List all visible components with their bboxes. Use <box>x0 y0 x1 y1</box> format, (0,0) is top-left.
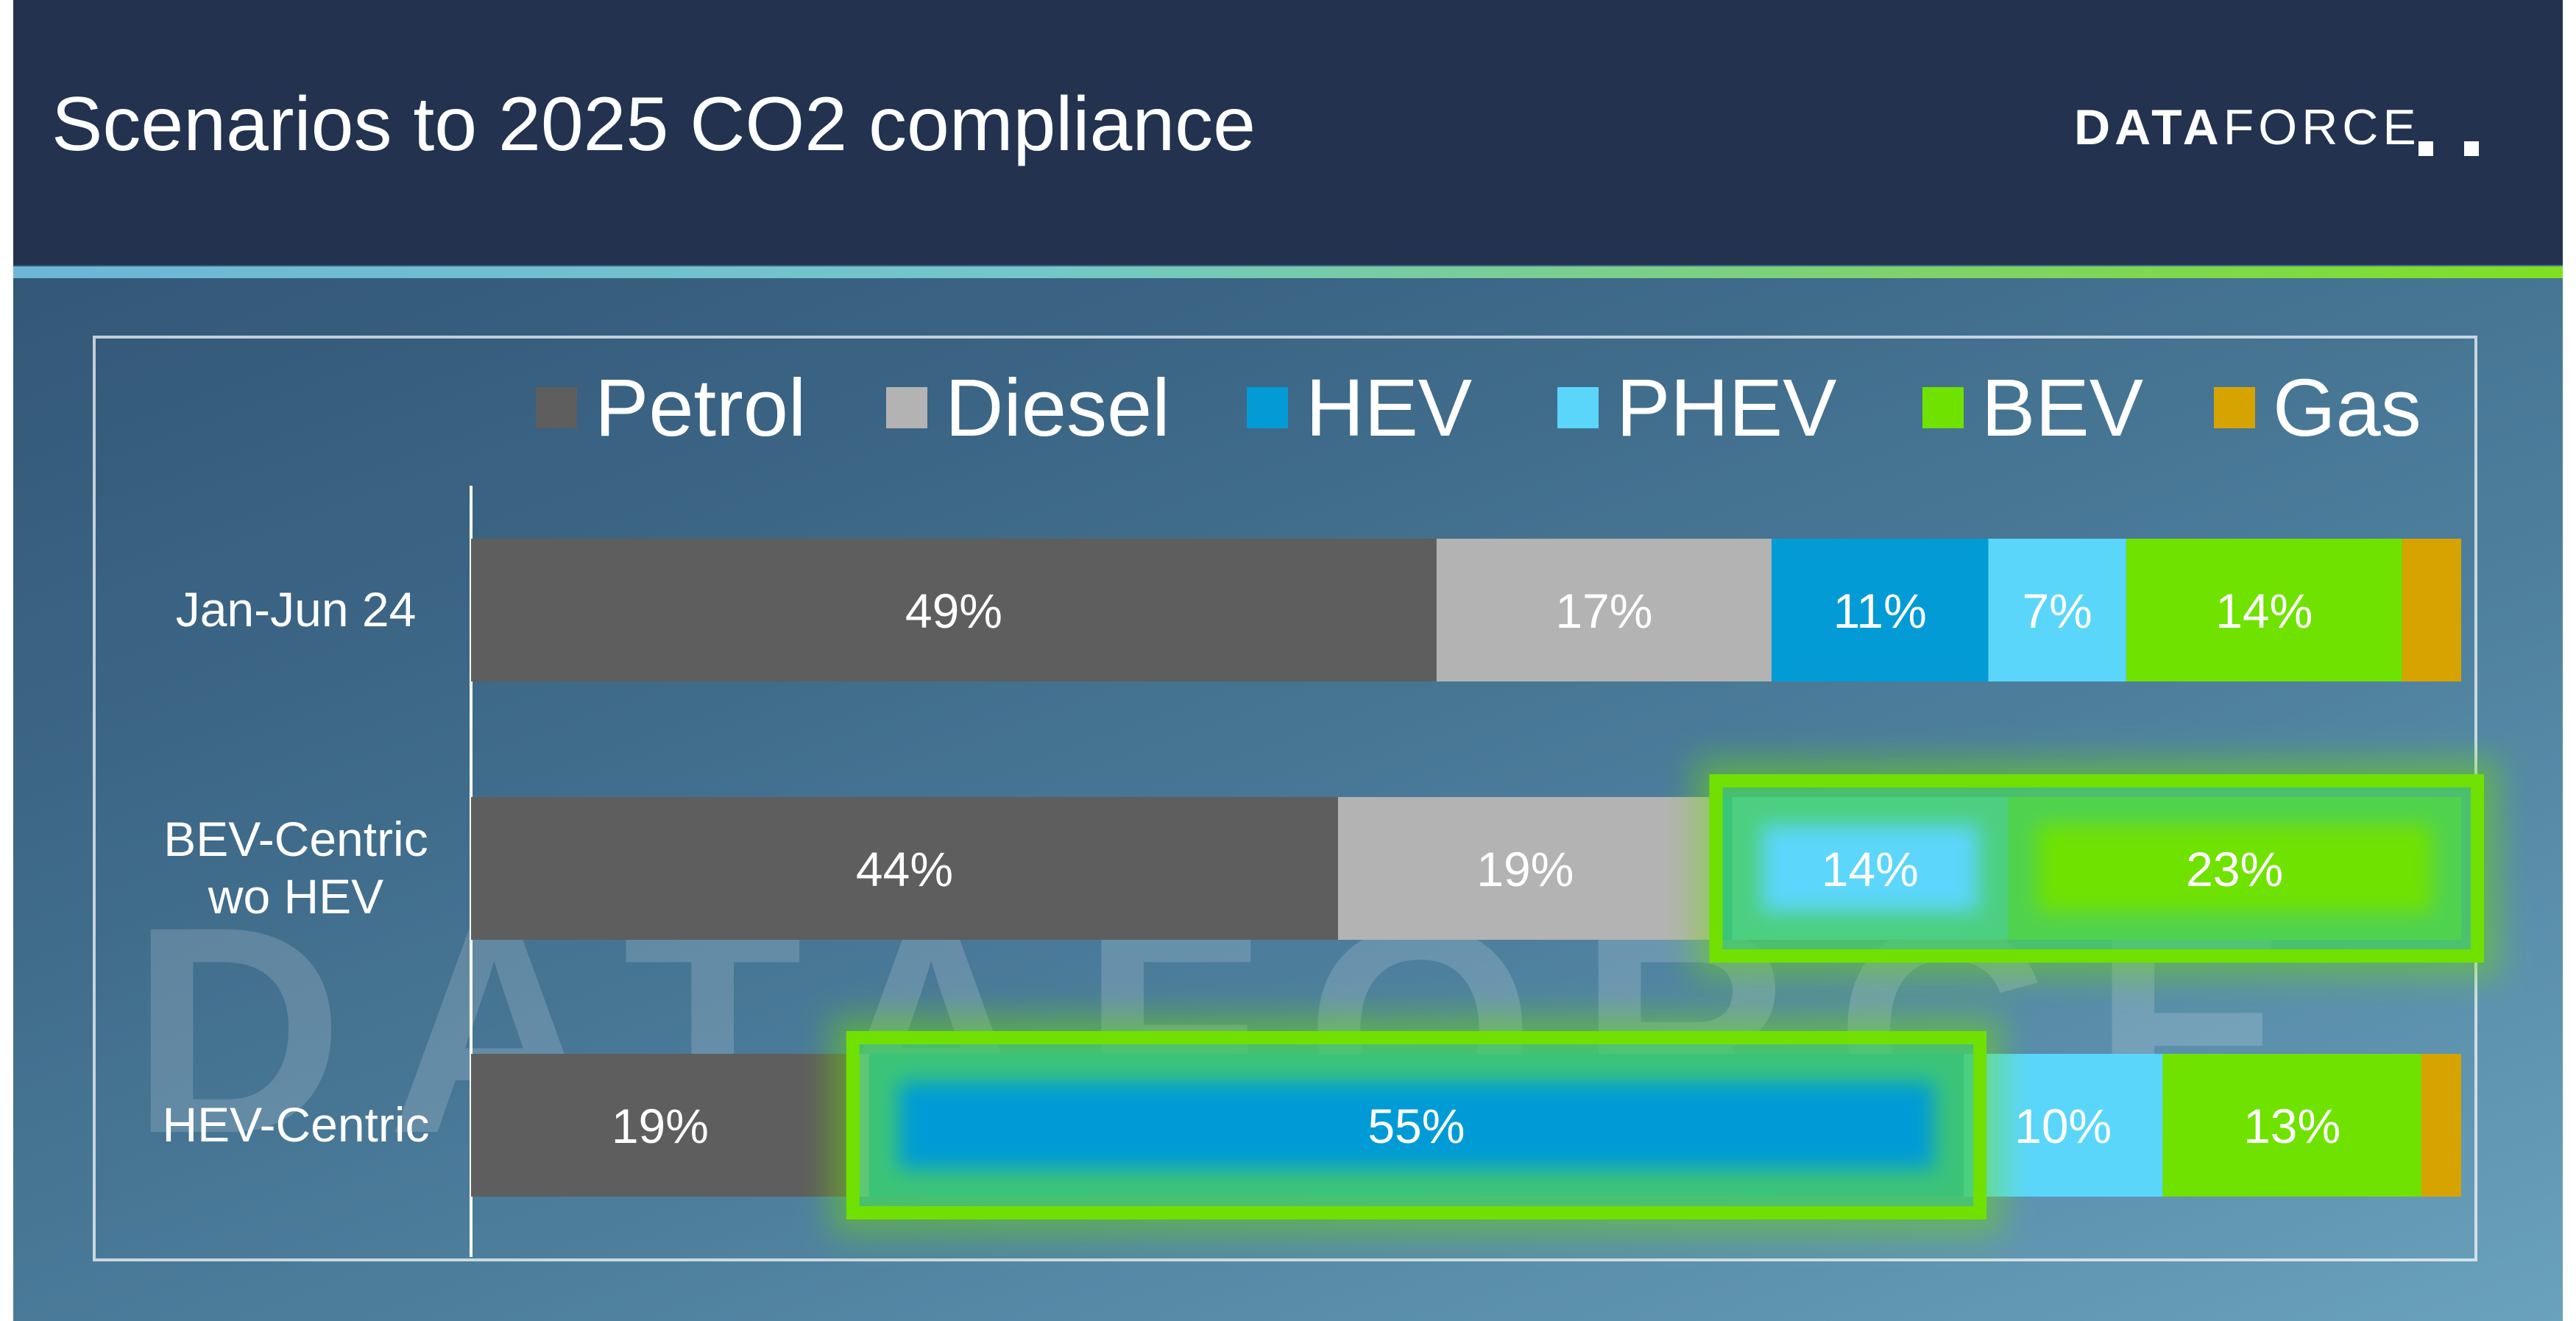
data-label-hev-centric-petrol: 19% <box>612 1099 709 1153</box>
legend-swatch-hev <box>1247 387 1288 428</box>
logo-dot-icon <box>2418 141 2433 156</box>
highlight-outline-bev-centric-wo-hev <box>1709 774 2484 963</box>
data-label-bev-centric-wo-hev-petrol: 44% <box>856 842 953 896</box>
logo-text-light: FORCE <box>2223 99 2421 155</box>
data-label-bev-centric-wo-hev-bev: 23% <box>2186 842 2283 896</box>
accent-stripe <box>13 266 2563 278</box>
bar-jan-jun-24-bev <box>2126 539 2402 681</box>
legend-swatch-petrol <box>536 387 577 428</box>
data-label-jan-jun-24-hev: 11% <box>1833 584 1927 638</box>
bar-bev-centric-wo-hev-diesel <box>1337 797 1713 940</box>
highlight-core-bev-centric-wo-hev-bev <box>2037 825 2432 912</box>
legend-label-gas: Gas <box>2273 363 2421 453</box>
data-label-jan-jun-24-bev: 14% <box>2215 584 2313 638</box>
legend-label-phev: PHEV <box>1616 363 1837 453</box>
highlight-core-bev-centric-wo-hev-phev <box>1761 825 1979 912</box>
data-label-hev-centric-phev: 10% <box>2014 1099 2112 1153</box>
category-label-bev-centric-wo-hev: BEV-Centric wo HEV <box>163 812 428 924</box>
legend-swatch-diesel <box>886 387 927 428</box>
bar-value-labels: 49% 17% 11% 7% 14% 44% 19% 14% 23% 19% 55% 10% 13% <box>612 584 2340 1153</box>
data-label-hev-centric-bev: 13% <box>2243 1099 2340 1153</box>
bar-jan-jun-24-diesel <box>1436 539 1772 681</box>
data-label-jan-jun-24-phev: 7% <box>2022 584 2092 638</box>
legend-label-hev: HEV <box>1306 363 1472 453</box>
bar-jan-jun-24-petrol <box>471 539 1437 681</box>
category-labels: Jan-Jun 24 BEV-Centric wo HEV HEV-Centric <box>162 582 429 1152</box>
legend-swatch-gas <box>2214 387 2255 428</box>
bar-hev-centric-bev <box>2162 1054 2421 1197</box>
slide: Scenarios to 2025 CO2 compliance DATAFOR… <box>13 0 2563 1321</box>
header-bar: Scenarios to 2025 CO2 compliance DATAFOR… <box>13 0 2563 265</box>
bar-bev-centric-wo-hev-petrol <box>471 797 1338 940</box>
legend-swatch-bev <box>1922 387 1964 428</box>
legend-label-diesel: Diesel <box>945 363 1170 453</box>
logo-dot-icon <box>2464 141 2479 156</box>
highlight-boxes <box>830 759 2499 1235</box>
chart-legend: Petrol Diesel HEV PHEV BEV Gas <box>536 363 2421 453</box>
data-label-jan-jun-24-petrol: 49% <box>905 584 1002 638</box>
legend-swatch-phev <box>1557 387 1599 428</box>
dataforce-logo: DATAFORCE <box>2074 99 2486 165</box>
category-label-jan-jun-24: Jan-Jun 24 <box>176 582 417 637</box>
highlight-core-hev-centric-hev <box>898 1082 1934 1169</box>
data-label-bev-centric-wo-hev-phev: 14% <box>1822 842 1919 896</box>
highlight-outline-hev-centric <box>846 1031 1986 1219</box>
bar-jan-jun-24-hev <box>1771 539 1989 681</box>
stacked-bar-chart: Petrol Diesel HEV PHEV BEV Gas Jan-Jun 24 BEV-… <box>162 363 2499 1257</box>
category-label-hev-centric: HEV-Centric <box>162 1097 429 1152</box>
legend-label-bev: BEV <box>1981 363 2143 453</box>
bar-jan-jun-24-phev <box>1988 539 2126 681</box>
page-title: Scenarios to 2025 CO2 compliance <box>52 82 1256 167</box>
bar-hev-centric-petrol <box>471 1054 849 1197</box>
bar-hev-centric-gas <box>2421 1054 2461 1197</box>
data-label-jan-jun-24-diesel: 17% <box>1555 584 1652 638</box>
logo-text-bold: DATA <box>2074 99 2223 155</box>
legend-label-petrol: Petrol <box>595 363 806 453</box>
data-label-hev-centric-hev: 55% <box>1367 1099 1465 1153</box>
data-label-bev-centric-wo-hev-diesel: 19% <box>1476 842 1574 896</box>
bar-jan-jun-24-gas <box>2402 539 2461 681</box>
